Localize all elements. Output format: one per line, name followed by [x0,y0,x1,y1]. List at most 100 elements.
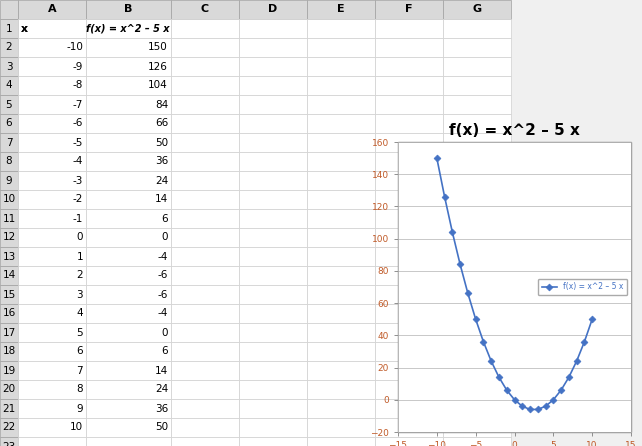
Bar [307,38,375,57]
Bar [307,342,375,361]
Text: -1: -1 [73,214,83,223]
Bar [0,95,18,114]
Text: -5: -5 [73,137,83,148]
Bar [239,114,307,133]
Bar [239,285,307,304]
Bar [171,437,239,446]
Text: F: F [405,4,413,15]
Bar [86,57,171,76]
Bar [86,342,171,361]
Bar [307,95,375,114]
Bar [18,247,86,266]
Bar [171,114,239,133]
Bar [307,133,375,152]
Text: -6: -6 [158,289,168,300]
Bar [0,114,18,133]
Bar [86,209,171,228]
Bar [0,323,18,342]
Text: x: x [21,24,28,33]
Bar [18,209,86,228]
Bar [443,247,511,266]
Bar [443,266,511,285]
Bar [239,0,307,19]
Bar [171,0,239,19]
Text: G: G [473,4,482,15]
Text: -4: -4 [158,252,168,261]
Bar [171,171,239,190]
Bar [375,380,443,399]
Bar [443,114,511,133]
Bar [443,209,511,228]
Text: 17: 17 [3,327,15,338]
Text: 16: 16 [3,309,15,318]
Bar [307,171,375,190]
Bar [86,171,171,190]
Text: -3: -3 [73,175,83,186]
Bar [171,418,239,437]
Bar [0,0,18,19]
Bar [18,361,86,380]
Text: 0: 0 [162,327,168,338]
Bar [239,38,307,57]
Bar [307,380,375,399]
Bar [307,437,375,446]
Bar [86,190,171,209]
Bar [171,399,239,418]
Bar [0,285,18,304]
Text: 3: 3 [76,289,83,300]
Bar [375,0,443,19]
Bar [18,76,86,95]
Text: f(x) = x^2 – 5 x: f(x) = x^2 – 5 x [85,24,169,33]
Text: 6: 6 [6,119,12,128]
Line: f(x) = x^2 – 5 x: f(x) = x^2 – 5 x [435,156,594,412]
Bar [239,76,307,95]
Bar [375,399,443,418]
Bar [239,380,307,399]
Bar [239,190,307,209]
Bar [171,76,239,95]
Bar [18,380,86,399]
Bar [375,323,443,342]
Bar [0,228,18,247]
Bar [171,323,239,342]
Text: 84: 84 [155,99,168,110]
Text: -8: -8 [73,80,83,91]
Bar [375,114,443,133]
Text: 22: 22 [3,422,15,433]
Bar [443,0,511,19]
Bar [86,0,171,19]
Text: 19: 19 [3,366,15,376]
Text: 3: 3 [6,62,12,71]
Bar [375,361,443,380]
Bar [18,342,86,361]
Bar [18,133,86,152]
Bar [307,209,375,228]
Text: -6: -6 [73,119,83,128]
Bar [307,361,375,380]
Bar [18,190,86,209]
Bar [239,152,307,171]
Bar [18,171,86,190]
Bar [0,171,18,190]
Bar [443,171,511,190]
Bar [18,0,86,19]
Text: -2: -2 [73,194,83,205]
Text: 20: 20 [3,384,15,395]
Text: 7: 7 [76,366,83,376]
Bar [307,228,375,247]
Bar [239,247,307,266]
Bar [86,19,171,38]
Text: -10: -10 [66,42,83,53]
Bar [171,95,239,114]
Bar [18,304,86,323]
Bar [0,399,18,418]
Bar [171,247,239,266]
Bar [443,19,511,38]
Bar [375,247,443,266]
Bar [171,209,239,228]
Bar [171,342,239,361]
Bar [375,437,443,446]
Bar [86,247,171,266]
Bar [375,209,443,228]
Text: 15: 15 [3,289,15,300]
